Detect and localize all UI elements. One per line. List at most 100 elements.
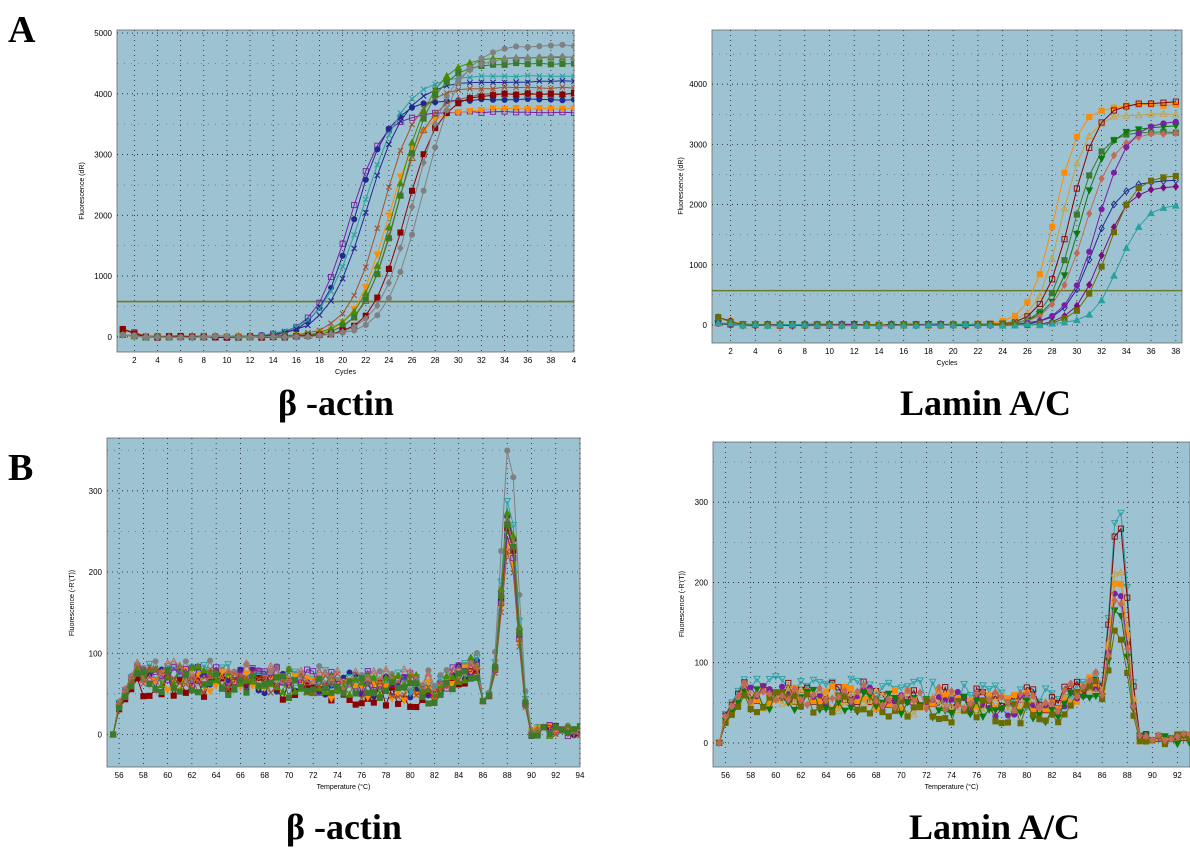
marker-x-stroke (571, 87, 574, 92)
data-point (1086, 255, 1093, 264)
data-point (1042, 717, 1049, 724)
x-tick-label: 66 (236, 771, 245, 780)
x-tick-label: 76 (972, 771, 981, 780)
data-point (346, 696, 353, 703)
data-point (1160, 130, 1167, 139)
data-point (504, 521, 511, 528)
data-point (765, 676, 774, 684)
data-point (740, 688, 749, 696)
data-point (237, 666, 244, 674)
x-tick-label: 36 (1147, 347, 1156, 356)
data-point (385, 141, 392, 148)
data-point (822, 705, 830, 713)
data-point (362, 321, 369, 328)
data-point (1016, 686, 1025, 694)
x-tick-label: 6 (778, 347, 783, 356)
data-point (1161, 736, 1169, 745)
data-point (815, 679, 824, 687)
data-point (461, 668, 468, 675)
data-point (166, 334, 173, 341)
data-point (524, 61, 531, 68)
marker-x-stroke (293, 323, 300, 330)
data-point (797, 685, 805, 693)
y-axis-label: Fluorescence (-R'(T)) (69, 570, 76, 636)
data-point (478, 60, 485, 69)
data-point (279, 672, 286, 680)
data-point (466, 108, 474, 116)
data-point (536, 73, 543, 79)
marker-x-stroke (207, 666, 214, 673)
data-point (432, 144, 439, 151)
data-point (552, 723, 559, 731)
data-point (1049, 223, 1056, 230)
data-point (373, 251, 382, 259)
marker-x-stroke (304, 317, 311, 324)
data-point (339, 263, 346, 270)
caption-b-left: β -actin (286, 807, 402, 847)
data-point (778, 699, 786, 707)
data-point (189, 334, 196, 341)
data-point (146, 680, 153, 687)
data-point (512, 105, 521, 113)
data-point (997, 689, 1006, 697)
data-point (1174, 732, 1181, 741)
data-point (1122, 243, 1131, 251)
data-point (346, 669, 353, 676)
data-point (1023, 702, 1030, 709)
data-point (866, 710, 873, 717)
data-point (570, 105, 574, 113)
marker-x-stroke (501, 73, 508, 80)
data-point (513, 91, 520, 98)
data-point (304, 322, 311, 329)
data-point (747, 684, 754, 691)
marker-x-stroke (351, 245, 358, 252)
x-tick-label: 26 (1023, 347, 1032, 356)
data-point (273, 681, 280, 688)
data-point (409, 102, 416, 109)
marker-x-stroke (536, 73, 543, 79)
data-point (201, 689, 208, 696)
data-point (200, 666, 208, 674)
data-point (182, 658, 189, 665)
marker-x-stroke (389, 692, 396, 699)
data-point (935, 683, 943, 692)
marker-x-stroke (466, 85, 473, 92)
data-point (1035, 321, 1044, 329)
data-point (351, 674, 360, 682)
data-point (242, 659, 251, 667)
data-point (449, 686, 456, 693)
data-point (1117, 600, 1125, 609)
data-point (363, 673, 372, 681)
marker-x-stroke (473, 668, 480, 675)
data-point (1036, 703, 1043, 712)
data-point (485, 692, 493, 699)
data-point (374, 301, 381, 310)
data-point (501, 90, 508, 97)
x-tick-label: 32 (1097, 347, 1106, 356)
data-point (396, 179, 405, 187)
x-tick-label: 10 (222, 356, 231, 365)
data-point (1159, 203, 1168, 211)
data-point (478, 79, 485, 86)
data-point (128, 683, 135, 690)
data-point (395, 700, 402, 707)
marker-x-stroke (328, 320, 335, 327)
data-point (797, 703, 804, 710)
x-tick-label: 6 (178, 356, 183, 365)
data-point (255, 674, 262, 682)
data-point (321, 666, 330, 675)
data-point (810, 690, 817, 700)
marker-x-stroke (547, 73, 554, 80)
marker-x-stroke (339, 275, 346, 282)
data-point (1160, 174, 1167, 181)
data-point (1022, 697, 1031, 705)
data-point (1110, 520, 1119, 528)
data-point (985, 686, 994, 694)
data-point (1110, 229, 1118, 236)
data-point (879, 709, 886, 716)
x-tick-label: 56 (115, 771, 124, 780)
data-point (376, 668, 383, 675)
series-line (718, 599, 1190, 744)
series-line (718, 609, 1190, 745)
data-point (1124, 644, 1131, 653)
